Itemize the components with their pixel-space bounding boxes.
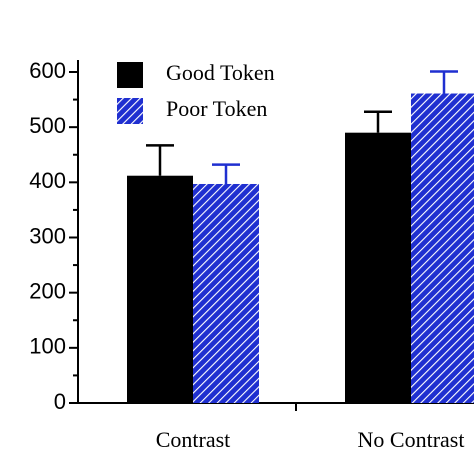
y-tick-label: 600 [29,58,66,83]
legend-swatch [117,62,143,88]
y-tick-label: 300 [29,223,66,248]
bar [193,183,259,403]
y-tick-label: 200 [29,278,66,303]
y-tick-label: 400 [29,168,66,193]
y-tick-label: 0 [54,389,66,414]
legend-swatch [117,98,143,124]
x-tick-label: Contrast [156,427,231,452]
bar [127,175,193,403]
bar [411,93,474,403]
bar [345,132,411,403]
y-tick-label: 100 [29,334,66,359]
y-tick-label: 500 [29,113,66,138]
legend-label: Poor Token [166,96,267,121]
x-tick-label: No Contrast [358,427,465,452]
legend-label: Good Token [166,60,275,85]
